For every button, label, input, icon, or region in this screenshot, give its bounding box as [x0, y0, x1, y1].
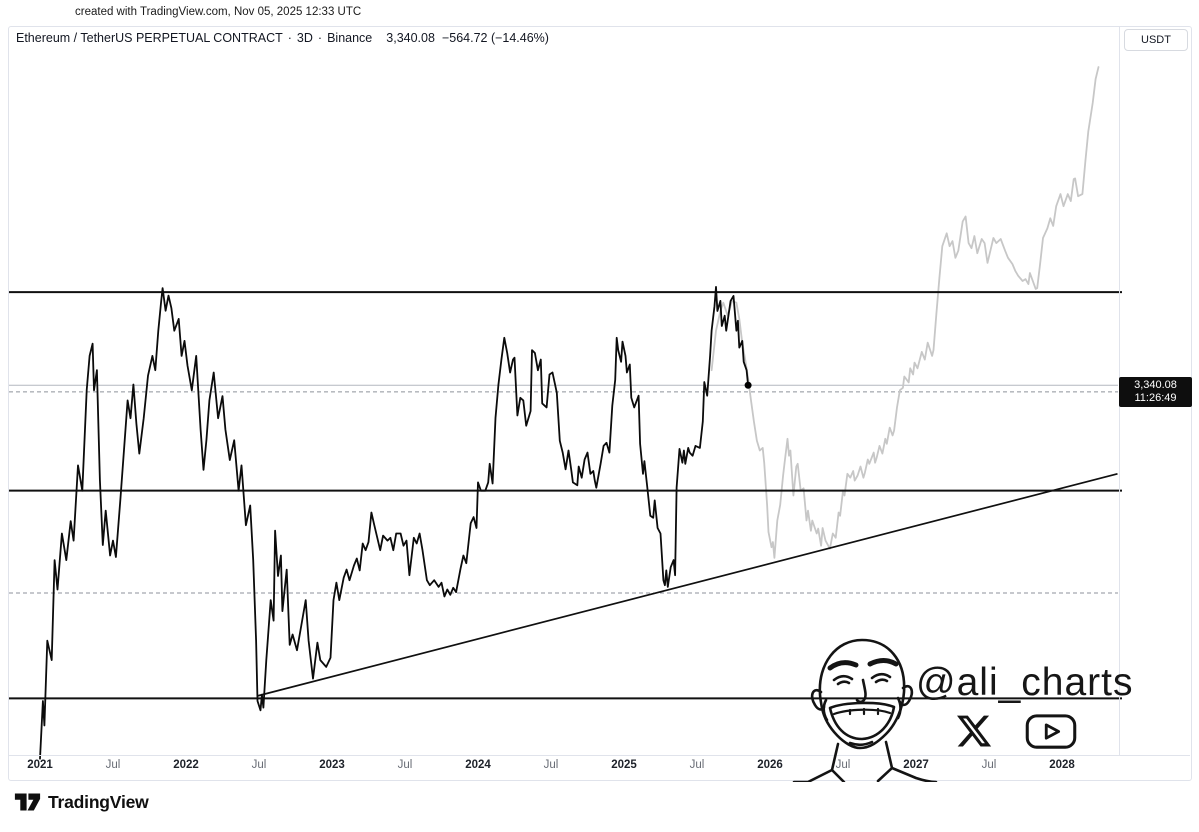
- bar-countdown: 11:26:49: [1134, 392, 1177, 404]
- currency-unit-button[interactable]: USDT: [1124, 29, 1188, 51]
- time-tick-jul: Jul: [543, 759, 559, 771]
- time-tick-year: 2027: [903, 759, 929, 771]
- tradingview-logo-link[interactable]: TradingView: [14, 791, 149, 813]
- interval-label: 3D: [296, 31, 313, 45]
- time-axis-separator: [9, 755, 1190, 756]
- time-tick-jul: Jul: [689, 759, 705, 771]
- tradingview-wordmark: TradingView: [48, 791, 149, 812]
- separator-dot: ·: [317, 31, 323, 45]
- symbol-header: Ethereum / TetherUS PERPETUAL CONTRACT · 3…: [16, 31, 549, 45]
- time-tick-year: 2028: [1049, 759, 1075, 771]
- header-last-price: 3,340.08: [386, 31, 435, 45]
- time-tick-year: 2021: [27, 759, 53, 771]
- current-price-badge: 3,340.08 11:26:49: [1119, 377, 1192, 407]
- time-axis[interactable]: 2021 Jul 2022 Jul 2023 Jul 2024 Jul 2025 Jul 2026 J…: [0, 756, 1199, 779]
- created-with-note: created with TradingView.com, Nov 05, 20…: [75, 6, 362, 18]
- header-price-change: −564.72 (−14.46%): [441, 31, 549, 45]
- time-tick-year: 2026: [757, 759, 783, 771]
- current-price-value: 3,340.08: [1134, 379, 1177, 391]
- time-tick-jul: Jul: [981, 759, 997, 771]
- time-tick-jul: Jul: [397, 759, 413, 771]
- tradingview-logo-icon: [14, 793, 41, 811]
- time-tick-year: 2024: [465, 759, 491, 771]
- time-tick-jul: Jul: [835, 759, 851, 771]
- time-tick-year: 2023: [319, 759, 345, 771]
- time-tick-year: 2022: [173, 759, 199, 771]
- time-tick-jul: Jul: [251, 759, 267, 771]
- exchange-label: Binance: [327, 31, 373, 45]
- price-chart[interactable]: [0, 0, 1199, 790]
- symbol-description: Ethereum / TetherUS PERPETUAL CONTRACT: [16, 31, 283, 45]
- time-tick-jul: Jul: [105, 759, 121, 771]
- separator-dot: ·: [287, 31, 292, 45]
- time-tick-year: 2025: [611, 759, 637, 771]
